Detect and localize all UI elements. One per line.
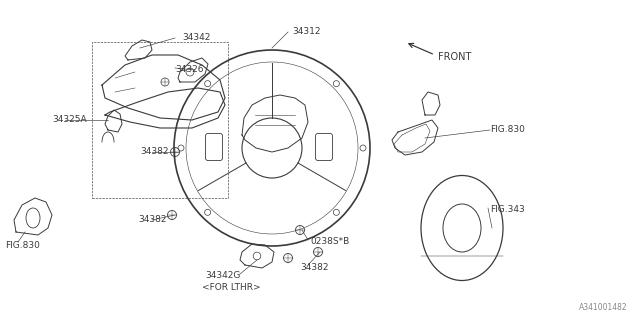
Text: FRONT: FRONT: [438, 52, 472, 62]
Text: FIG.343: FIG.343: [490, 205, 525, 214]
Text: A341001482: A341001482: [579, 303, 628, 312]
Text: 34342: 34342: [182, 34, 211, 43]
Text: FIG.830: FIG.830: [490, 125, 525, 134]
Text: FIG.830: FIG.830: [5, 241, 40, 250]
Text: 34382: 34382: [140, 148, 168, 156]
Text: 34325A: 34325A: [52, 116, 86, 124]
Text: 34312: 34312: [292, 28, 321, 36]
Text: 34342G: 34342G: [205, 270, 241, 279]
Text: 34382: 34382: [138, 215, 166, 225]
Text: 34382: 34382: [300, 263, 328, 273]
Text: <FOR LTHR>: <FOR LTHR>: [202, 283, 260, 292]
Text: 0238S*B: 0238S*B: [310, 237, 349, 246]
Text: 34326: 34326: [175, 66, 204, 75]
